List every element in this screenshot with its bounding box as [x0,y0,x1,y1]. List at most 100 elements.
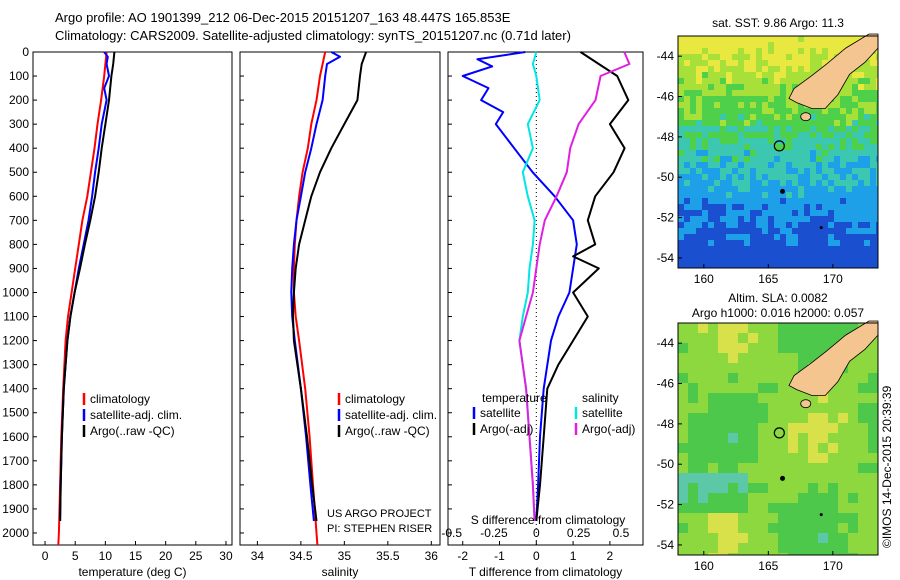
sla-map-cell [728,333,738,343]
sla-map-cell [728,443,738,453]
sst-map-cell [726,186,732,192]
sla-map-cell [748,383,758,393]
sst-map-cell [798,78,804,84]
sst-map-cell [828,114,834,120]
sst-map-cell [756,228,762,234]
sst-map-cell [852,138,858,144]
sla-map-cell [848,383,858,393]
sla-map-frame [677,322,879,556]
sla-map-cell [708,473,718,483]
sla-map-cell [808,433,818,443]
sla-map-cell [738,363,748,373]
sst-map-cell [726,36,732,42]
sst-map-cell [690,228,696,234]
sst-map-cell [714,198,720,204]
sst-map-cell [678,60,684,66]
sst-map-cell [798,144,804,150]
sst-map-cell [840,36,846,42]
sst-map-cell [714,210,720,216]
sst-map-cell [846,126,852,132]
sst-map-cell [768,216,774,222]
sst-map-cell [828,222,834,228]
sst-map-cell [756,168,762,174]
sst-map-cell [864,180,870,186]
sst-map-cell [816,240,822,246]
sst-map-cell [822,150,828,156]
sst-map-cell [816,252,822,258]
sst-map-cell [810,150,816,156]
sst-map-cell [786,168,792,174]
sla-map-xtick-label: 170 [823,559,843,573]
sla-map-cell [698,423,708,433]
sst-map-cell [744,264,750,268]
sla-map-cell [808,473,818,483]
sst-map-cell [858,234,864,240]
sla-map-cell [798,343,808,353]
sla-map-cell [768,493,778,503]
sst-map-cell [846,180,852,186]
sst-map-ytick-label: -50 [657,170,675,184]
sst-map-cell [708,228,714,234]
sla-map-cell [818,533,828,543]
sst-map-cell [780,138,786,144]
sst-map-cell [768,96,774,102]
temperature-ytick-label: 1300 [2,358,29,372]
sst-map-cell [768,186,774,192]
sst-map-cell [780,228,786,234]
sst-map-cell [798,102,804,108]
sst-map-cell [720,198,726,204]
sst-map-cell [738,54,744,60]
sla-map-cell [708,523,718,533]
difference-legend-temperature-header: temperature [482,391,547,405]
sla-map-cell [848,423,858,433]
sst-map-cell [756,72,762,78]
sst-map-cell [678,144,684,150]
sst-map-cell [804,210,810,216]
sst-map-cell [816,216,822,222]
sla-map-cell [788,533,798,543]
sst-map-cell [834,108,840,114]
sst-map-cell [684,246,690,252]
sst-map-cell [696,54,702,60]
sla-map-cell [708,533,718,543]
sst-map-cell [696,204,702,210]
sst-map-cell [708,180,714,186]
sst-map-cell [870,66,876,72]
sst-map-cell [804,150,810,156]
sst-map-cell [714,90,720,96]
sst-map-ytick-label: -52 [657,211,675,225]
sla-map-cell [858,393,868,403]
sst-map-cell [732,186,738,192]
sst-map-cell [714,252,720,258]
sst-map-cell [786,72,792,78]
sst-map-cell [870,78,876,84]
sla-map-cell [768,413,778,423]
sst-map-cell [846,96,852,102]
sla-map-cell [698,403,708,413]
sla-map-cell [848,453,858,463]
temperature-ytick-label: 300 [9,117,29,131]
sla-map-cell [768,453,778,463]
sst-map-cell [762,126,768,132]
salinity-xtick-label: 35.5 [376,549,400,563]
sst-map-cell [708,204,714,210]
sla-map-cell [708,453,718,463]
sst-map-cell [684,210,690,216]
sla-map-cell [788,463,798,473]
sst-map-cell [780,72,786,78]
sla-map-cell [838,503,848,513]
sst-map-cell [828,216,834,222]
sla-map-cell [728,413,738,423]
sst-map-cell [876,84,878,90]
sst-map-cell [822,246,828,252]
sst-map-cell [696,42,702,48]
sst-map-cell [714,174,720,180]
sst-map-cell [798,168,804,174]
sla-map-cell [828,473,838,483]
sst-map-cell [738,210,744,216]
sla-map-cell [728,323,738,333]
sst-map-cell [702,246,708,252]
sst-map-cell [858,78,864,84]
sst-map-cell [720,174,726,180]
sst-map-cell [762,186,768,192]
